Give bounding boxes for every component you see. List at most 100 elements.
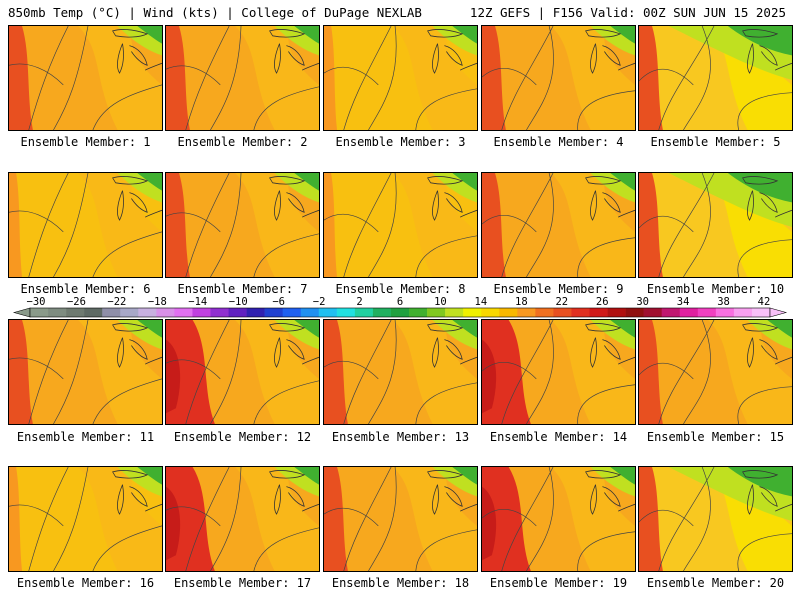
colorbar-tick-label: 34 [676, 296, 690, 308]
member-map-panel [165, 466, 320, 572]
temperature-map [482, 320, 635, 424]
colorbar-swatch [697, 308, 717, 317]
run-valid-time: 12Z GEFS | F156 Valid: 00Z SUN JUN 15 20… [469, 5, 786, 20]
member-map-panel [481, 466, 636, 572]
colorbar-swatch [553, 308, 572, 317]
member-map-panel [323, 172, 478, 278]
member-caption: Ensemble Member: 1 [20, 135, 151, 149]
colorbar-swatch [427, 308, 446, 317]
member-map-panel [481, 25, 636, 131]
colorbar-swatch [138, 308, 157, 317]
colorbar-swatch [571, 308, 590, 317]
colorbar-tick-label: −18 [147, 296, 167, 308]
colorbar-swatch [409, 308, 428, 317]
colorbar-swatch [372, 308, 392, 317]
colorbar-tick-label: −2 [312, 296, 326, 308]
temperature-map [482, 467, 635, 571]
colorbar-swatch [607, 308, 626, 317]
colorbar-swatch [481, 308, 500, 317]
colorbar-tick-label: 30 [636, 296, 649, 308]
member-caption: Ensemble Member: 19 [489, 576, 628, 590]
member-caption: Ensemble Member: 12 [173, 430, 312, 444]
member-caption: Ensemble Member: 20 [646, 576, 785, 590]
member-caption: Ensemble Member: 5 [650, 135, 781, 149]
colorbar-swatch [589, 308, 608, 317]
colorbar-swatch [156, 308, 175, 317]
colorbar-tick-label: −26 [66, 296, 86, 308]
colorbar-tick-label: 38 [717, 296, 730, 308]
temperature-map [9, 26, 162, 130]
temperature-map [482, 26, 635, 130]
temperature-map [324, 467, 477, 571]
colorbar-tick-label: −30 [26, 296, 46, 308]
colorbar-swatch [445, 308, 464, 317]
colorbar-swatch [390, 308, 410, 317]
colorbar-swatch [318, 308, 338, 317]
colorbar-tick-label: 14 [474, 296, 488, 308]
colorbar-swatch [210, 308, 229, 317]
member-map-panel [481, 319, 636, 425]
colorbar-high-arrow [769, 307, 788, 318]
colorbar-swatch [679, 308, 699, 317]
member-caption: Ensemble Member: 17 [173, 576, 312, 590]
temperature-map [324, 320, 477, 424]
member-caption: Ensemble Member: 15 [646, 430, 785, 444]
colorbar-tick-label: −10 [228, 296, 248, 308]
member-map-panel [165, 25, 320, 131]
temperature-map [9, 467, 162, 571]
colorbar-swatch [84, 308, 103, 317]
member-caption: Ensemble Member: 7 [177, 282, 308, 296]
colorbar-swatch [715, 308, 735, 317]
member-caption: Ensemble Member: 4 [493, 135, 624, 149]
colorbar-swatch [120, 308, 139, 317]
colorbar-swatch [733, 308, 753, 317]
colorbar-swatch [66, 308, 85, 317]
colorbar-swatch [102, 308, 121, 317]
colorbar-tick-label: 10 [434, 296, 447, 308]
member-caption: Ensemble Member: 2 [177, 135, 308, 149]
colorbar-swatch [751, 308, 771, 317]
colorbar-low-arrow [12, 307, 31, 318]
colorbar-tick-label: −22 [107, 296, 127, 308]
colorbar-swatch [661, 308, 681, 317]
colorbar-swatch [174, 308, 193, 317]
member-caption: Ensemble Member: 14 [489, 430, 628, 444]
member-map-panel [481, 172, 636, 278]
colorbar-tick-label: 18 [515, 296, 528, 308]
colorbar-swatch [246, 308, 265, 317]
member-caption: Ensemble Member: 16 [16, 576, 155, 590]
temperature-map [166, 173, 319, 277]
temperature-map [639, 26, 792, 130]
member-map-panel [165, 172, 320, 278]
member-caption: Ensemble Member: 3 [335, 135, 466, 149]
member-map-panel [638, 25, 793, 131]
colorbar-labels: −30 −26 −22 −18 −14 −10 −6 −2 2 6 10 14 18 22 26 30 34 38… [0, 296, 800, 308]
colorbar-swatch [48, 308, 67, 317]
colorbar-swatch [30, 308, 49, 317]
member-map-panel [8, 319, 163, 425]
temperature-map [324, 26, 477, 130]
temperature-map [482, 173, 635, 277]
temperature-map [166, 26, 319, 130]
colorbar-swatch [517, 308, 536, 317]
temperature-map [639, 467, 792, 571]
temperature-map [639, 320, 792, 424]
member-map-panel [638, 466, 793, 572]
member-caption: Ensemble Member: 8 [335, 282, 466, 296]
colorbar-swatch [264, 308, 283, 317]
colorbar-swatch [499, 308, 518, 317]
member-map-panel [323, 319, 478, 425]
temperature-map [324, 173, 477, 277]
member-caption: Ensemble Member: 9 [493, 282, 624, 296]
colorbar-tick-label: 2 [356, 296, 363, 308]
colorbar-swatch [625, 308, 644, 317]
map-title: 850mb Temp (°C) | Wind (kts) | College o… [8, 5, 422, 20]
colorbar-swatch [463, 308, 482, 317]
colorbar-swatch [336, 308, 356, 317]
colorbar-swatch [643, 308, 663, 317]
member-caption: Ensemble Member: 11 [16, 430, 155, 444]
member-caption: Ensemble Member: 18 [331, 576, 470, 590]
temperature-map [166, 320, 319, 424]
colorbar-swatch [300, 308, 320, 317]
temperature-map [639, 173, 792, 277]
